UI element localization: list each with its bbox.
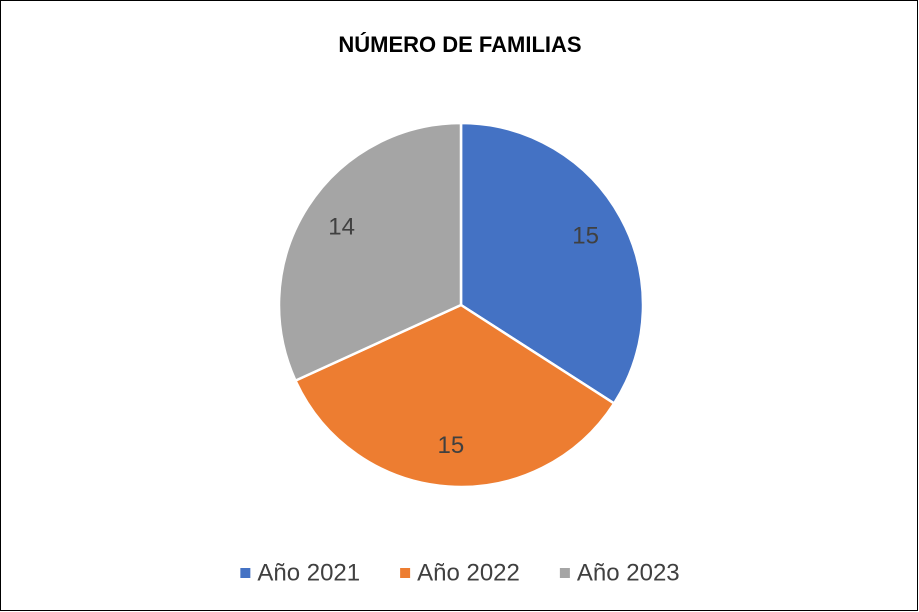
- legend-label: Año 2023: [577, 559, 680, 586]
- legend-swatch: [400, 568, 411, 578]
- legend-label: Año 2021: [257, 559, 360, 586]
- data-label: 14: [328, 214, 355, 241]
- pie-slice: [277, 121, 463, 383]
- legend-swatch: [240, 568, 251, 578]
- legend-swatch: [559, 568, 570, 578]
- pie-slice: [293, 303, 616, 489]
- data-label: 15: [438, 432, 465, 459]
- chart-title: NÚMERO DE FAMILIAS: [338, 32, 581, 57]
- legend-label: Año 2022: [417, 559, 520, 586]
- data-label: 15: [572, 222, 599, 249]
